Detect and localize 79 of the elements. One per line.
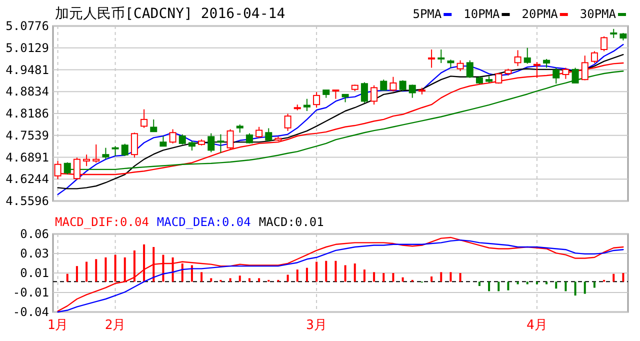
y-tick-label: 4.5596	[6, 194, 49, 208]
bar	[190, 265, 193, 282]
bar	[325, 260, 328, 282]
bar	[114, 254, 116, 282]
legend-label: 5PMA	[412, 7, 442, 21]
bar	[76, 266, 78, 282]
text: MACD:0.01	[258, 215, 324, 229]
y-tick-label: 4.6244	[6, 172, 49, 186]
y-tick-label: -0.01	[12, 286, 49, 300]
bar	[181, 263, 184, 282]
bar	[402, 277, 404, 282]
bar	[152, 247, 155, 282]
bar	[622, 273, 624, 282]
y-tick-label: 4.9481	[6, 62, 49, 77]
bar	[440, 272, 442, 282]
bar	[210, 278, 212, 282]
y-tick-label: 4.8186	[6, 106, 49, 120]
bar	[238, 276, 241, 282]
bar	[373, 272, 376, 282]
y-tick-label: 4.6891	[6, 150, 49, 164]
text: MACD_DEA:0.04	[156, 215, 251, 229]
bar	[382, 273, 385, 282]
candlestick	[428, 49, 436, 68]
bar	[488, 282, 490, 292]
bar	[564, 282, 567, 292]
candlestick	[83, 154, 90, 167]
bar	[162, 254, 164, 282]
bar	[574, 282, 576, 296]
bar	[104, 257, 107, 282]
bar	[507, 282, 510, 290]
bar	[546, 282, 548, 284]
bar	[363, 270, 366, 282]
bar	[334, 260, 337, 282]
y-tick-label: 0.01	[20, 266, 49, 280]
bar	[95, 259, 98, 282]
legend-label: 10PMA	[464, 7, 501, 21]
bar	[306, 268, 308, 282]
bar	[286, 274, 289, 282]
bar	[593, 282, 596, 288]
bar	[248, 278, 250, 282]
bar	[344, 265, 346, 282]
bar	[459, 273, 462, 282]
x-tick-label: 1月	[47, 318, 68, 333]
bar	[66, 274, 68, 282]
y-tick-label: 0.06	[20, 227, 49, 241]
y-tick-label: 5.0776	[6, 19, 49, 33]
chart-title: 加元人民币[CADCNY] 2016-04-14	[55, 6, 286, 22]
bar	[516, 282, 519, 284]
bar	[258, 278, 260, 282]
legend-label: 20PMA	[522, 7, 559, 21]
bar	[229, 278, 232, 282]
bar	[124, 257, 126, 282]
bar	[612, 274, 615, 282]
bar	[450, 272, 452, 282]
y-tick-label: 5.0129	[6, 40, 49, 55]
bar	[498, 282, 500, 292]
text: MACD_DIF:0.04	[55, 215, 149, 229]
y-tick-label: 4.8834	[6, 84, 49, 99]
bar	[478, 282, 480, 286]
bar	[143, 244, 146, 282]
bar	[526, 282, 528, 284]
y-tick-label: 0.03	[20, 246, 49, 260]
bar	[354, 263, 356, 282]
legend-label: 30PMA	[580, 7, 617, 21]
bar	[392, 273, 394, 282]
x-tick-label: 3月	[306, 318, 327, 333]
bar	[430, 276, 433, 282]
bar	[316, 262, 318, 282]
bar	[200, 272, 203, 282]
bar	[296, 270, 298, 282]
bar	[555, 282, 558, 289]
y-tick-label: 4.7539	[6, 128, 49, 142]
y-tick-label: -0.04	[12, 305, 49, 319]
bar	[86, 262, 88, 282]
x-tick-label: 2月	[104, 318, 126, 333]
bar	[133, 250, 136, 282]
bar	[536, 282, 538, 284]
x-tick-label: 4月	[526, 318, 548, 333]
bar	[584, 282, 586, 294]
